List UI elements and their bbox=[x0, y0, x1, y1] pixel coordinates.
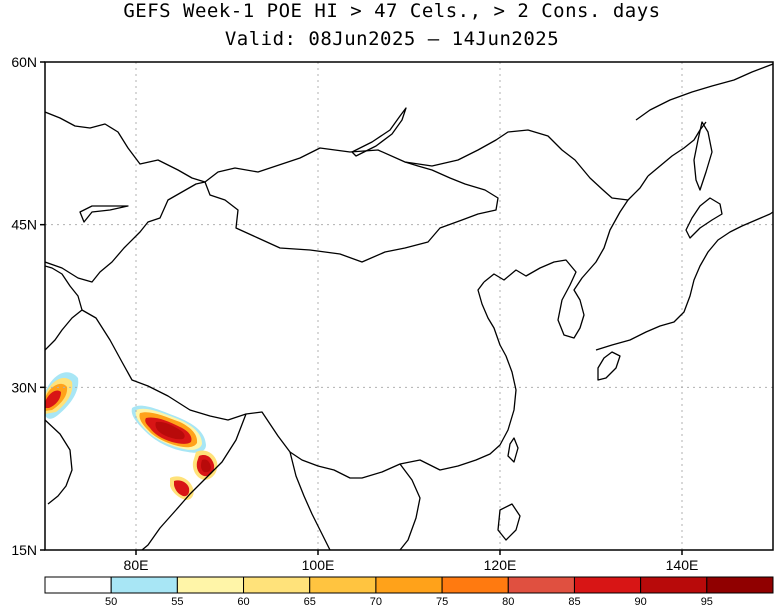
legend-swatch bbox=[176, 576, 245, 594]
japan-coastline bbox=[595, 211, 773, 351]
legend-swatch bbox=[110, 576, 178, 594]
russia-border bbox=[45, 111, 649, 201]
legend-swatch bbox=[44, 576, 112, 594]
legend-label: 75 bbox=[436, 596, 448, 608]
legend-label: 90 bbox=[635, 596, 647, 608]
map-title-line-2: Valid: 08Jun2025 – 14Jun2025 bbox=[224, 28, 560, 50]
indochina-coastline bbox=[399, 463, 421, 550]
latitude-label: 30N bbox=[11, 379, 37, 395]
color-legend: 50 55 60 65 70 75 80 85 90 95 bbox=[44, 576, 774, 608]
latitude-label: 15N bbox=[11, 542, 37, 558]
legend-label: 80 bbox=[502, 596, 514, 608]
legend-label: 65 bbox=[304, 596, 316, 608]
legend-swatch bbox=[573, 576, 642, 594]
lake-balkhash bbox=[79, 205, 129, 223]
pakistan-border bbox=[45, 419, 73, 505]
pakistan-border bbox=[45, 265, 83, 351]
legend-label: 60 bbox=[237, 596, 249, 608]
amur-coastline bbox=[647, 121, 707, 177]
shading-red bbox=[45, 390, 61, 408]
longitude-label: 80E bbox=[124, 557, 149, 573]
latitude-label: 60N bbox=[11, 54, 37, 70]
longitude-labels: 80E 100E 120E 140E bbox=[124, 550, 699, 573]
map-frame bbox=[44, 61, 774, 551]
india-coastline bbox=[141, 413, 247, 550]
china-west-border bbox=[45, 181, 206, 283]
legend-label: 70 bbox=[370, 596, 382, 608]
latitude-label: 45N bbox=[11, 217, 37, 233]
shading-darkred bbox=[155, 421, 185, 440]
china-east-coast bbox=[483, 199, 629, 339]
graticule bbox=[45, 62, 773, 550]
lake-baikal bbox=[351, 107, 407, 157]
legend-label: 95 bbox=[701, 596, 713, 608]
mongolia-border bbox=[204, 161, 499, 263]
legend-swatch bbox=[640, 576, 708, 594]
legend-label: 85 bbox=[568, 596, 580, 608]
latitude-labels: 60N 45N 30N 15N bbox=[11, 54, 45, 558]
legend-swatch bbox=[507, 576, 575, 594]
legend-swatch bbox=[243, 576, 311, 594]
legend-label: 55 bbox=[171, 596, 183, 608]
japan-coastline bbox=[597, 351, 621, 381]
longitude-label: 120E bbox=[484, 557, 517, 573]
longitude-label: 140E bbox=[666, 557, 699, 573]
coastlines-and-borders bbox=[45, 63, 773, 550]
sakhalin-coastline bbox=[693, 121, 713, 191]
hokkaido-coastline bbox=[685, 197, 723, 239]
shading-red bbox=[174, 480, 190, 497]
indochina-coastline bbox=[289, 451, 331, 550]
legend-label: 50 bbox=[105, 596, 117, 608]
taiwan-coastline bbox=[507, 437, 519, 463]
legend-swatch bbox=[375, 576, 443, 594]
legend-swatch bbox=[309, 576, 377, 594]
shading-darkred bbox=[200, 459, 211, 473]
probability-shading bbox=[45, 372, 218, 500]
map-title-line-1: GEFS Week-1 POE HI > 47 Cels., > 2 Cons.… bbox=[123, 0, 661, 22]
longitude-label: 100E bbox=[302, 557, 335, 573]
okhotsk-coastline bbox=[635, 63, 773, 121]
philippines-coastline bbox=[497, 503, 521, 541]
legend-swatch bbox=[441, 576, 509, 594]
china-south-border bbox=[81, 281, 517, 479]
legend-swatch bbox=[706, 576, 774, 594]
